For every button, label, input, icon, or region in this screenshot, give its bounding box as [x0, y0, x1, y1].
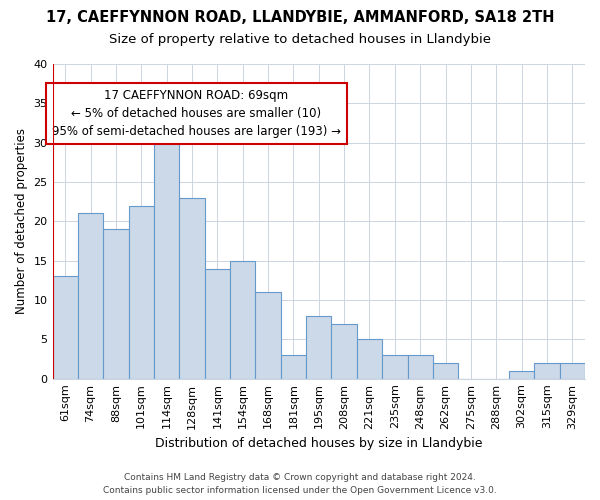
Bar [331, 324, 357, 378]
Bar [306, 316, 331, 378]
Bar [433, 363, 458, 378]
Bar [205, 268, 230, 378]
Y-axis label: Number of detached properties: Number of detached properties [15, 128, 28, 314]
Bar [509, 371, 534, 378]
Bar [230, 260, 256, 378]
Bar [560, 363, 585, 378]
X-axis label: Distribution of detached houses by size in Llandybie: Distribution of detached houses by size … [155, 437, 482, 450]
Bar [128, 206, 154, 378]
Bar [53, 276, 78, 378]
Bar [382, 355, 407, 378]
Bar [407, 355, 433, 378]
Text: Size of property relative to detached houses in Llandybie: Size of property relative to detached ho… [109, 32, 491, 46]
Bar [78, 214, 103, 378]
Bar [357, 340, 382, 378]
Bar [281, 355, 306, 378]
Bar [534, 363, 560, 378]
Text: Contains HM Land Registry data © Crown copyright and database right 2024.
Contai: Contains HM Land Registry data © Crown c… [103, 474, 497, 495]
Bar [103, 229, 128, 378]
Text: 17, CAEFFYNNON ROAD, LLANDYBIE, AMMANFORD, SA18 2TH: 17, CAEFFYNNON ROAD, LLANDYBIE, AMMANFOR… [46, 10, 554, 25]
Bar [256, 292, 281, 378]
Text: 17 CAEFFYNNON ROAD: 69sqm
← 5% of detached houses are smaller (10)
95% of semi-d: 17 CAEFFYNNON ROAD: 69sqm ← 5% of detach… [52, 89, 341, 138]
Bar [154, 135, 179, 378]
Bar [179, 198, 205, 378]
